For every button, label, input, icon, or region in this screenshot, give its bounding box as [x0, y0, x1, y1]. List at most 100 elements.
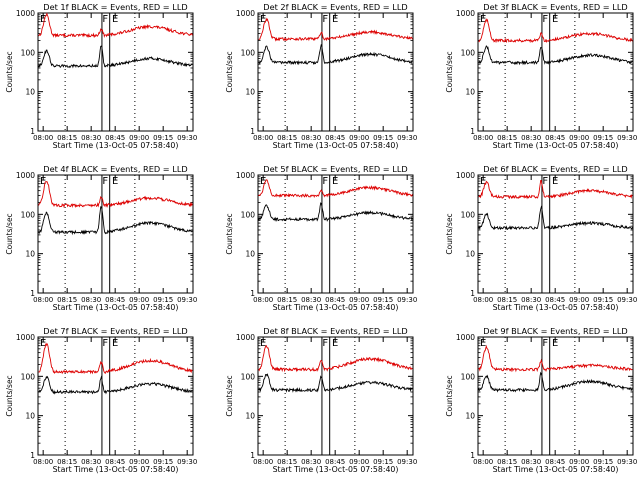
panel-title: Det 2f BLACK = Events, RED = LLD [263, 2, 407, 12]
panel-det-6: Det 6f BLACK = Events, RED = LLD 1 10 100 10… [445, 164, 637, 312]
x-tick-label: 08:00 [33, 458, 53, 466]
y-tick-label: 10 [245, 412, 255, 421]
y-axis-label: Counts/sec [445, 51, 454, 92]
x-axis-label: Start Time (13-Oct-05 07:58:40) [273, 303, 399, 312]
panel-det-8: Det 8f BLACK = Events, RED = LLD 1 10 100 10… [225, 326, 417, 474]
x-tick-label: 09:15 [593, 296, 613, 304]
x-tick-label: 08:45 [105, 134, 125, 142]
y-tick-label: 100 [241, 210, 256, 219]
y-axis-label: Counts/sec [5, 375, 14, 416]
region-label: F [542, 176, 548, 187]
y-axis-label: Counts/sec [225, 375, 234, 416]
x-tick-label: 09:30 [617, 296, 637, 304]
x-tick-label: 09:00 [129, 296, 149, 304]
x-tick-label: 09:30 [397, 134, 417, 142]
x-tick-label: 09:00 [569, 458, 589, 466]
y-tick-label: 100 [461, 48, 476, 57]
panel-title: Det 4f BLACK = Events, RED = LLD [43, 164, 187, 174]
x-tick-label: 08:30 [81, 296, 101, 304]
x-tick-label: 08:45 [545, 134, 565, 142]
region-label: E [112, 14, 118, 25]
panel-det-1: Det 1f BLACK = Events, RED = LLD 1 10 100 10… [5, 2, 197, 150]
panel-title: Det 3f BLACK = Events, RED = LLD [483, 2, 627, 12]
y-tick-label: 100 [241, 372, 256, 381]
region-label: E [332, 14, 338, 25]
panel-title: Det 1f BLACK = Events, RED = LLD [43, 2, 187, 12]
y-tick-label: 100 [21, 210, 36, 219]
panel-det-4: Det 4f BLACK = Events, RED = LLD 1 10 100 10… [5, 164, 197, 312]
y-tick-label: 1 [30, 289, 35, 298]
x-tick-label: 09:15 [153, 458, 173, 466]
y-tick-label: 1000 [236, 333, 255, 342]
y-tick-label: 10 [25, 250, 35, 259]
panel-title: Det 8f BLACK = Events, RED = LLD [263, 326, 407, 336]
x-tick-label: 08:45 [105, 296, 125, 304]
y-tick-label: 1000 [16, 171, 35, 180]
region-label: F [102, 176, 108, 187]
plot-frame [257, 12, 414, 132]
y-tick-label: 10 [465, 412, 475, 421]
y-axis-label: Counts/sec [445, 213, 454, 254]
panel-det-7: Det 7f BLACK = Events, RED = LLD 1 10 100 10… [5, 326, 197, 474]
series-line-lld [478, 180, 633, 200]
series-line-events [38, 375, 193, 395]
plot-frame [257, 174, 414, 294]
x-tick-label: 09:30 [177, 458, 197, 466]
x-tick-label: 09:15 [153, 296, 173, 304]
x-tick-label: 08:15 [277, 458, 297, 466]
region-label: E [480, 176, 486, 187]
y-tick-label: 1000 [456, 171, 475, 180]
x-tick-label: 09:00 [349, 296, 369, 304]
series-line-lld [38, 342, 193, 375]
x-tick-label: 08:45 [325, 296, 345, 304]
region-label: E [112, 176, 118, 187]
plot-frame [477, 12, 634, 132]
x-tick-label: 09:30 [397, 458, 417, 466]
series-line-lld [258, 17, 413, 42]
x-tick-label: 08:30 [81, 134, 101, 142]
x-tick-label: 08:30 [301, 458, 321, 466]
x-tick-label: 08:15 [57, 296, 77, 304]
region-label: E [40, 176, 46, 187]
x-tick-label: 09:00 [569, 296, 589, 304]
x-tick-label: 08:00 [253, 134, 273, 142]
x-tick-label: 08:15 [57, 134, 77, 142]
x-tick-label: 09:30 [177, 296, 197, 304]
y-tick-label: 10 [465, 88, 475, 97]
y-tick-label: 1 [470, 451, 475, 460]
y-axis-label: Counts/sec [225, 51, 234, 92]
x-tick-label: 08:30 [521, 134, 541, 142]
x-tick-label: 08:30 [301, 134, 321, 142]
region-label: E [552, 14, 558, 25]
x-tick-label: 09:15 [593, 458, 613, 466]
x-tick-label: 08:00 [473, 134, 493, 142]
x-tick-label: 08:00 [33, 134, 53, 142]
plot-frame [257, 336, 414, 456]
x-axis-label: Start Time (13-Oct-05 07:58:40) [493, 141, 619, 150]
region-label: E [332, 338, 338, 349]
series-line-events [478, 205, 633, 231]
x-tick-label: 09:00 [129, 458, 149, 466]
series-line-lld [258, 344, 413, 373]
x-tick-label: 09:00 [129, 134, 149, 142]
plot-frame [37, 336, 194, 456]
region-label: E [40, 14, 46, 25]
series-line-events [258, 202, 413, 222]
plot-frame [37, 174, 194, 294]
y-tick-label: 1 [250, 451, 255, 460]
y-axis-label: Counts/sec [5, 213, 14, 254]
x-tick-label: 08:00 [253, 296, 273, 304]
region-label: F [322, 338, 328, 349]
x-tick-label: 08:15 [497, 458, 517, 466]
x-tick-label: 09:15 [153, 134, 173, 142]
x-tick-label: 08:45 [325, 458, 345, 466]
x-tick-label: 08:15 [57, 458, 77, 466]
x-tick-label: 09:15 [373, 134, 393, 142]
x-tick-label: 08:00 [253, 458, 273, 466]
region-label: E [552, 338, 558, 349]
panel-det-5: Det 5f BLACK = Events, RED = LLD 1 10 100 10… [225, 164, 417, 312]
x-axis-label: Start Time (13-Oct-05 07:58:40) [53, 465, 179, 474]
y-tick-label: 1000 [16, 333, 35, 342]
